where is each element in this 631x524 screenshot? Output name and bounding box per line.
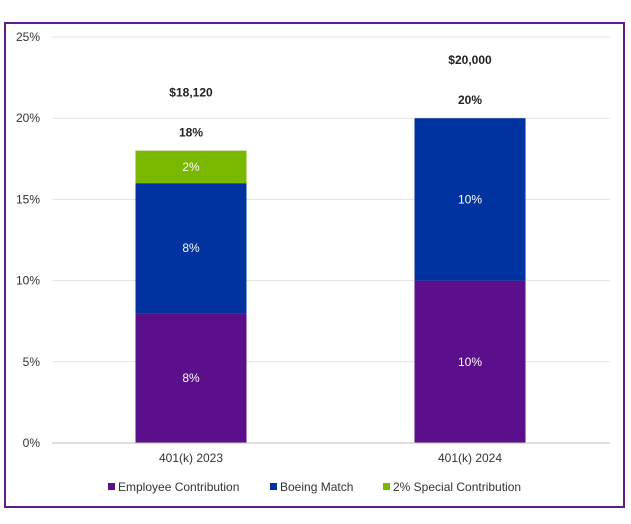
segment-data-label: 2% [182, 160, 200, 174]
y-tick-label: 20% [16, 111, 40, 125]
segment-data-label: 8% [182, 241, 200, 255]
legend-swatch [270, 483, 277, 490]
y-tick-label: 10% [16, 274, 40, 288]
bar-segment-employee-contribution [414, 280, 526, 443]
y-tick-label: 25% [16, 30, 40, 44]
segment-data-label: 8% [182, 371, 200, 385]
legend-label: Employee Contribution [118, 480, 239, 494]
bar-segment-boeing-match [135, 183, 247, 314]
bar-segment-boeing-match [414, 118, 526, 281]
segment-data-label: 10% [458, 355, 482, 369]
y-tick-label: 0% [23, 436, 41, 450]
bar-segment-employee-contribution [135, 313, 247, 443]
y-tick-label: 15% [16, 192, 40, 206]
total-dollar-label: $20,000 [448, 53, 492, 67]
legend-swatch [383, 483, 390, 490]
x-category-label: 401(k) 2024 [438, 451, 502, 465]
legend-label: Boeing Match [280, 480, 353, 494]
x-category-label: 401(k) 2023 [159, 451, 223, 465]
total-percent-label: 20% [458, 93, 482, 107]
bar-segment-special-contribution [135, 150, 247, 184]
total-percent-label: 18% [179, 126, 203, 140]
total-dollar-label: $18,120 [169, 86, 213, 100]
segment-data-label: 10% [458, 192, 482, 206]
legend-label: 2% Special Contribution [393, 480, 521, 494]
y-tick-label: 5% [23, 355, 41, 369]
legend-swatch [108, 483, 115, 490]
